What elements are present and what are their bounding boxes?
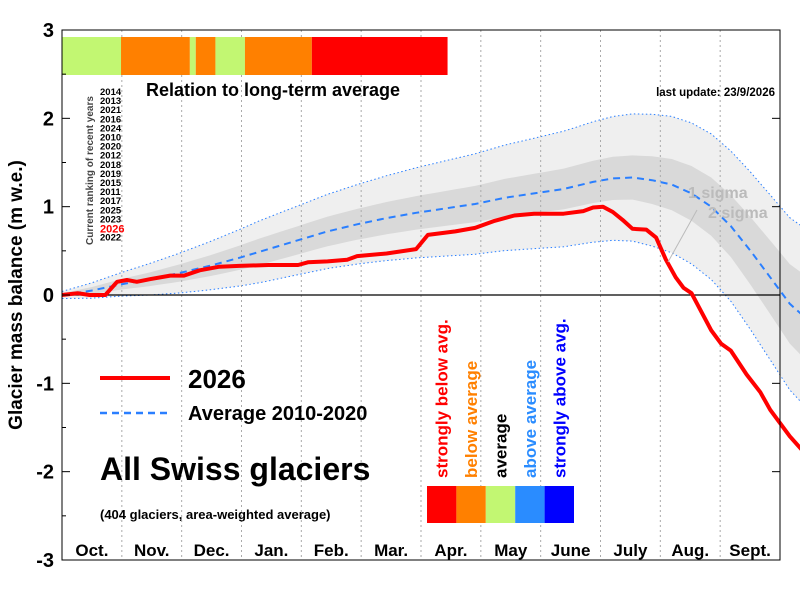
relation-segment: [189, 37, 196, 75]
y-axis-label: Glacier mass balance (m w.e.): [6, 160, 27, 430]
month-tick-label: Sept.: [729, 541, 771, 560]
month-tick-label: Dec.: [194, 541, 230, 560]
category-label: strongly below avg.: [433, 319, 452, 478]
category-swatch: [485, 486, 516, 523]
category-label: average: [492, 414, 511, 478]
ranking-year: 2024: [100, 123, 122, 134]
chart-subtitle: (404 glaciers, area-weighted average): [100, 507, 331, 522]
ranking-year: 2019: [100, 169, 121, 180]
ranking-year: 2014: [100, 87, 122, 98]
month-tick-label: May: [494, 541, 528, 560]
chart-title: All Swiss glaciers: [100, 451, 370, 487]
relation-segment: [195, 37, 216, 75]
sigma-bands: [61, 113, 800, 402]
y-tick-label: 0: [43, 285, 54, 307]
category-swatch: [456, 486, 486, 523]
ranking-year: 2026: [100, 224, 124, 236]
band-2-sigma-upper-edge: [61, 113, 800, 292]
category-swatch: [515, 486, 545, 523]
y-tick-label: 1: [43, 197, 54, 219]
relation-segment: [311, 37, 448, 75]
relation-segment: [215, 37, 245, 75]
ranking-year: 2010: [100, 133, 121, 144]
ranking-year: 2018: [100, 160, 121, 171]
ranking-year: 2021: [100, 105, 122, 116]
month-tick-label: June: [551, 541, 591, 560]
relation-bar: [62, 37, 448, 75]
y-tick-label: 3: [43, 20, 54, 42]
band-1-sigma: [62, 155, 800, 355]
category-label: above average: [521, 360, 540, 478]
month-tick-label: Jan.: [254, 541, 288, 560]
y-tick-label: -2: [36, 462, 54, 484]
legend-label-average: Average 2010-2020: [188, 403, 367, 425]
legend-label-current: 2026: [188, 364, 246, 394]
month-tick-label: Nov.: [134, 541, 170, 560]
month-tick-label: Feb.: [314, 541, 349, 560]
axes: Oct. Nov. Dec. Jan. Feb. Mar. Apr. May June July A…: [6, 20, 781, 572]
month-tick-label: Apr.: [434, 541, 467, 560]
ranking-year: 2016: [100, 114, 121, 125]
ranking-title: Current ranking of recent years: [85, 96, 96, 245]
sigma-annotations: 1 sigma 2 sigma: [667, 185, 768, 263]
sigma-2-label: 2 sigma: [708, 205, 768, 222]
ranking-list: Current ranking of recent years201420132…: [85, 87, 124, 245]
y-tick-label: 2: [43, 108, 54, 130]
category-swatch: [544, 486, 574, 523]
chart-legend: 2026 Average 2010-2020: [100, 364, 367, 425]
current-year-line: [61, 204, 800, 451]
ranking-year: 2020: [100, 142, 121, 153]
category-legend: strongly below avg. below average average a…: [427, 318, 574, 523]
y-tick-label: -3: [36, 550, 54, 572]
ranking-year: 2015: [100, 178, 122, 189]
sigma-1-label: 1 sigma: [688, 185, 748, 202]
category-label: strongly above avg.: [550, 318, 569, 478]
relation-segment: [62, 37, 122, 75]
ranking-year: 2023: [100, 214, 121, 225]
series-lines: [61, 176, 800, 451]
band-2-sigma-lower-edge: [61, 239, 800, 402]
ranking-year: 2017: [100, 196, 121, 207]
last-update: last update: 23/9/2026: [656, 87, 775, 99]
month-tick-label: Oct.: [75, 541, 108, 560]
average-line: [61, 176, 800, 315]
ranking-year: 2022: [100, 233, 121, 244]
month-tick-label: Mar.: [374, 541, 408, 560]
relation-bar-label: Relation to long-term average: [146, 80, 400, 100]
ranking-year: 2011: [100, 187, 121, 198]
ranking-year: 2025: [100, 205, 122, 216]
ranking-year: 2013: [100, 96, 121, 107]
relation-segment: [244, 37, 312, 75]
category-swatch: [427, 486, 457, 523]
month-tick-label: Aug.: [671, 541, 709, 560]
sigma-pointer: [667, 209, 698, 263]
category-label: below average: [462, 361, 481, 478]
relation-segment: [121, 37, 190, 75]
month-tick-label: July: [613, 541, 648, 560]
y-tick-label: -1: [36, 373, 54, 395]
ranking-year: 2012: [100, 151, 121, 162]
